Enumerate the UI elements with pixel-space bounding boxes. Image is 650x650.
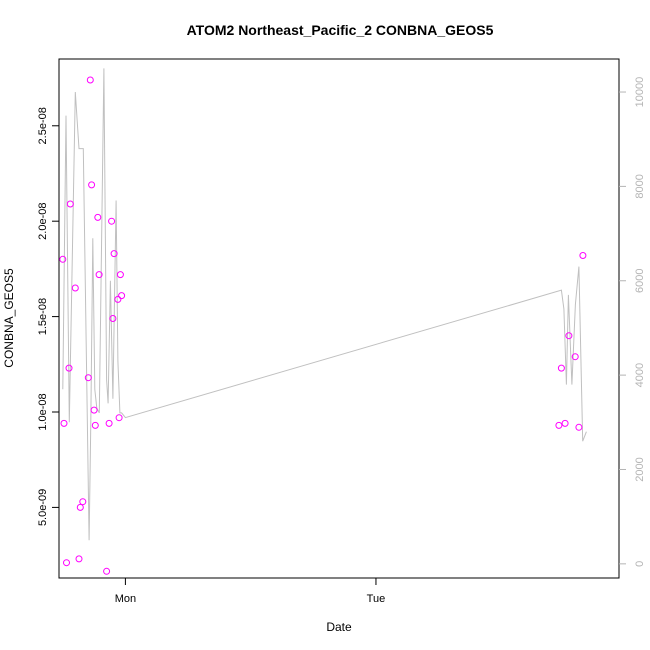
data-point xyxy=(75,555,83,563)
y2-tick-label: 0 xyxy=(634,561,646,567)
data-point xyxy=(79,498,87,506)
data-point xyxy=(116,271,124,279)
line-series xyxy=(62,68,587,541)
data-point xyxy=(115,414,123,422)
x-tick-label: Mon xyxy=(115,593,136,605)
data-point xyxy=(555,421,563,429)
point-series xyxy=(59,76,587,575)
y2-tick-label: 10000 xyxy=(634,77,646,108)
data-point xyxy=(66,200,74,208)
y-tick-label: 2.5e-08 xyxy=(37,107,49,144)
data-point xyxy=(71,284,79,292)
data-point xyxy=(91,421,99,429)
chart-title: ATOM2 Northeast_Pacific_2 CONBNA_GEOS5 xyxy=(187,22,494,38)
data-point xyxy=(59,255,67,263)
y-tick-label: 5.0e-09 xyxy=(37,489,49,526)
data-point xyxy=(94,213,102,221)
data-point xyxy=(118,292,126,300)
data-point xyxy=(114,295,122,303)
series-line xyxy=(62,68,587,541)
x-tick-label: Tue xyxy=(367,593,386,605)
data-point xyxy=(84,374,92,382)
data-point xyxy=(88,181,96,189)
data-point xyxy=(557,364,565,372)
y-tick-label: 2.0e-08 xyxy=(37,203,49,240)
data-point xyxy=(95,271,103,279)
y-axis-right: 0 2000 4000 6000 8000 10000 xyxy=(619,77,646,567)
data-point xyxy=(76,503,84,511)
data-point xyxy=(63,559,70,567)
y2-tick-label: 6000 xyxy=(634,269,646,293)
data-point xyxy=(110,250,118,258)
y2-tick-label: 4000 xyxy=(634,363,646,387)
y2-tick-label: 2000 xyxy=(634,457,646,481)
x-axis-title: Date xyxy=(326,620,352,634)
data-point xyxy=(90,406,98,414)
data-point xyxy=(575,423,583,431)
data-point xyxy=(86,76,94,84)
plot-area xyxy=(58,58,620,579)
y-tick-label: 1.0e-08 xyxy=(37,393,49,430)
data-point xyxy=(108,217,116,225)
data-point xyxy=(579,252,587,259)
x-axis: Mon Tue xyxy=(115,578,386,605)
y2-tick-label: 8000 xyxy=(634,174,646,198)
data-point xyxy=(105,419,113,427)
data-point xyxy=(561,419,569,427)
y-axis-title: CONBNA_GEOS5 xyxy=(2,268,16,368)
data-point xyxy=(103,567,111,575)
data-point xyxy=(565,332,573,340)
data-point xyxy=(109,315,117,322)
data-point xyxy=(65,364,73,372)
y-axis-left: 5.0e-09 1.0e-08 1.5e-08 2.0e-08 2.5e-08 xyxy=(37,107,59,526)
data-point xyxy=(60,419,68,427)
y-tick-label: 1.5e-08 xyxy=(37,298,49,335)
data-point xyxy=(571,353,579,361)
